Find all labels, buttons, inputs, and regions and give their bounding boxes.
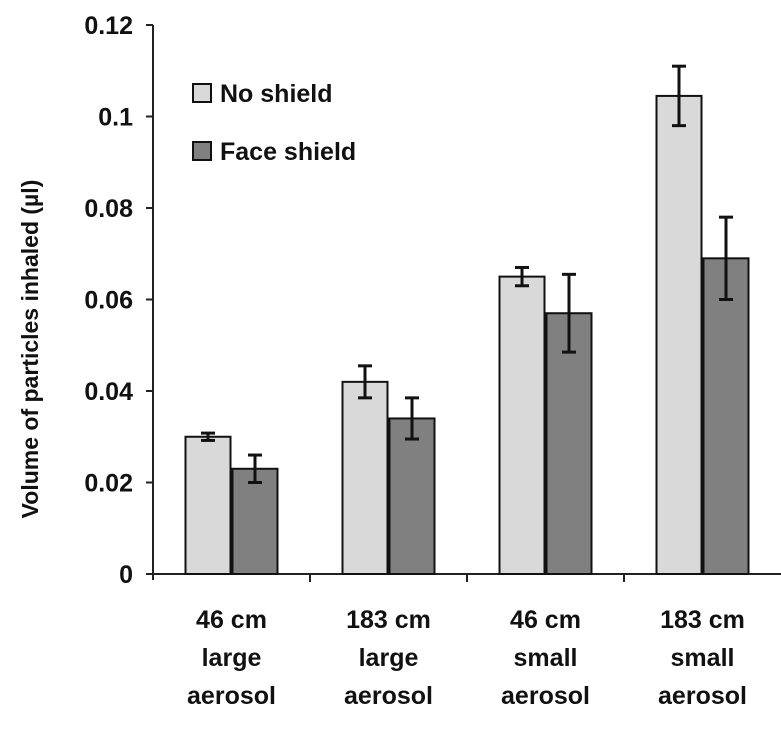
y-tick-label: 0.1 — [98, 104, 133, 132]
legend: No shield Face shield — [192, 80, 356, 166]
x-category-labels-group: 46 cm large aerosol 183 cm large aerosol 46 cm… — [187, 606, 747, 710]
y-axis-title: Volume of particles inhaled (µl) — [17, 180, 43, 519]
legend-swatch — [192, 83, 212, 103]
x-category-label: large — [359, 644, 419, 672]
y-tick-label: 0.04 — [84, 378, 133, 406]
bar-no-shield — [184, 435, 232, 575]
x-category-label: 46 cm — [196, 606, 267, 634]
x-category-label: small — [671, 644, 735, 672]
bar-no-shield — [655, 94, 703, 575]
x-category-label: 46 cm — [510, 606, 581, 634]
x-category-label: 183 cm — [660, 606, 745, 634]
x-category-label: aerosol — [187, 682, 276, 710]
y-tick-label: 0.12 — [84, 12, 133, 40]
x-category-label: 183 cm — [346, 606, 431, 634]
x-category-label: large — [202, 644, 262, 672]
y-tick-label: 0.08 — [84, 195, 133, 223]
legend-label: No shield — [220, 80, 333, 108]
bar-no-shield — [498, 275, 546, 575]
legend-swatch — [192, 141, 212, 161]
y-tick-label: 0 — [119, 561, 133, 589]
legend-label: Face shield — [220, 138, 356, 166]
bar-no-shield — [341, 380, 389, 575]
y-tick-label: 0.02 — [84, 470, 133, 498]
y-tick-labels-group: 0 0.02 0.04 0.06 0.08 0.1 0.12 — [84, 12, 133, 589]
x-category-label: aerosol — [344, 682, 433, 710]
bar-face-shield — [388, 417, 436, 576]
x-category-label: small — [514, 644, 578, 672]
bars-group — [184, 94, 750, 576]
error-bars-group — [201, 64, 733, 484]
bar-face-shield — [545, 312, 593, 575]
x-category-label: aerosol — [658, 682, 747, 710]
bar-face-shield — [231, 467, 279, 575]
bar-face-shield — [702, 257, 750, 575]
y-tick-label: 0.06 — [84, 287, 133, 315]
x-category-label: aerosol — [501, 682, 590, 710]
